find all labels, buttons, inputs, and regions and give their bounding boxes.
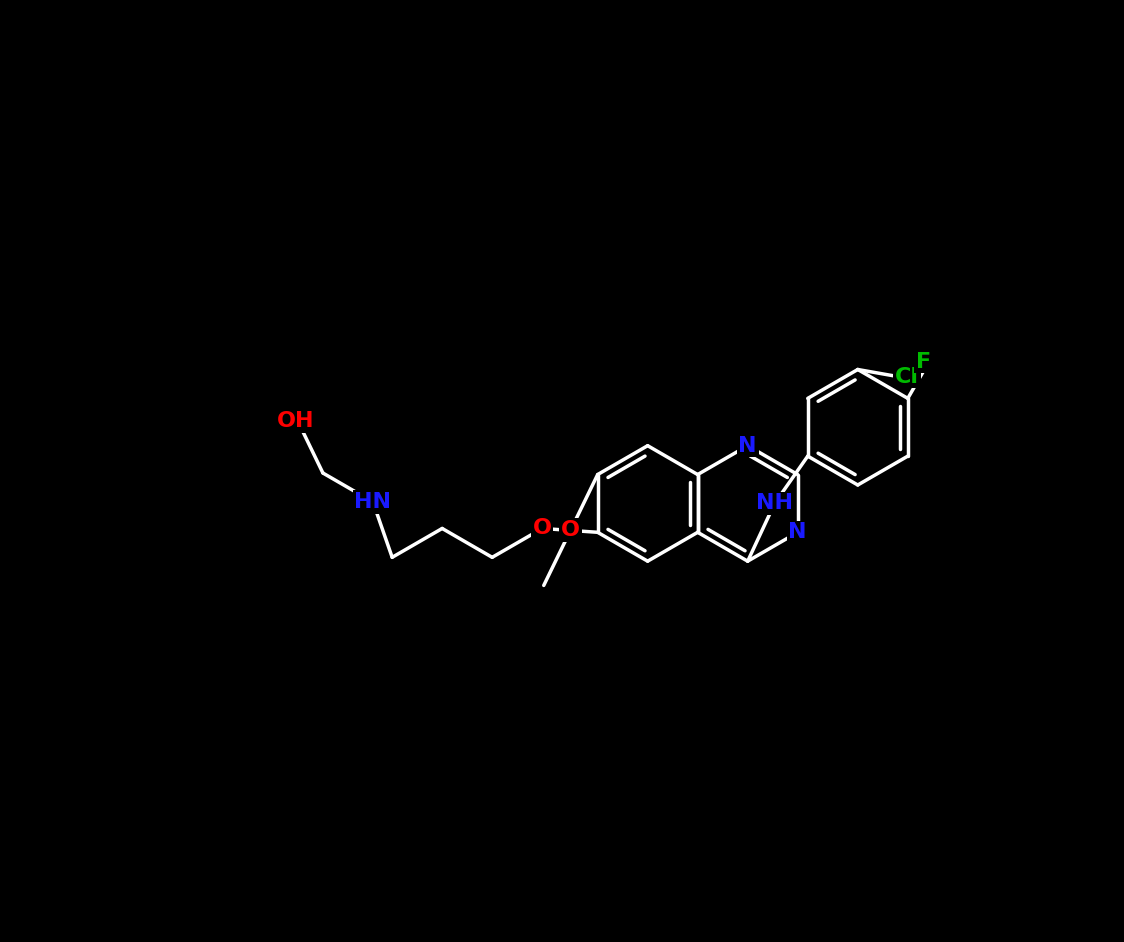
Text: N: N xyxy=(738,436,756,456)
Text: N: N xyxy=(788,522,807,543)
Text: F: F xyxy=(916,351,931,372)
Text: OH: OH xyxy=(278,412,315,431)
Text: O: O xyxy=(561,520,580,540)
Text: Cl: Cl xyxy=(895,366,918,386)
Text: NH: NH xyxy=(756,494,794,513)
Text: HN: HN xyxy=(354,492,391,512)
Text: O: O xyxy=(533,518,552,539)
